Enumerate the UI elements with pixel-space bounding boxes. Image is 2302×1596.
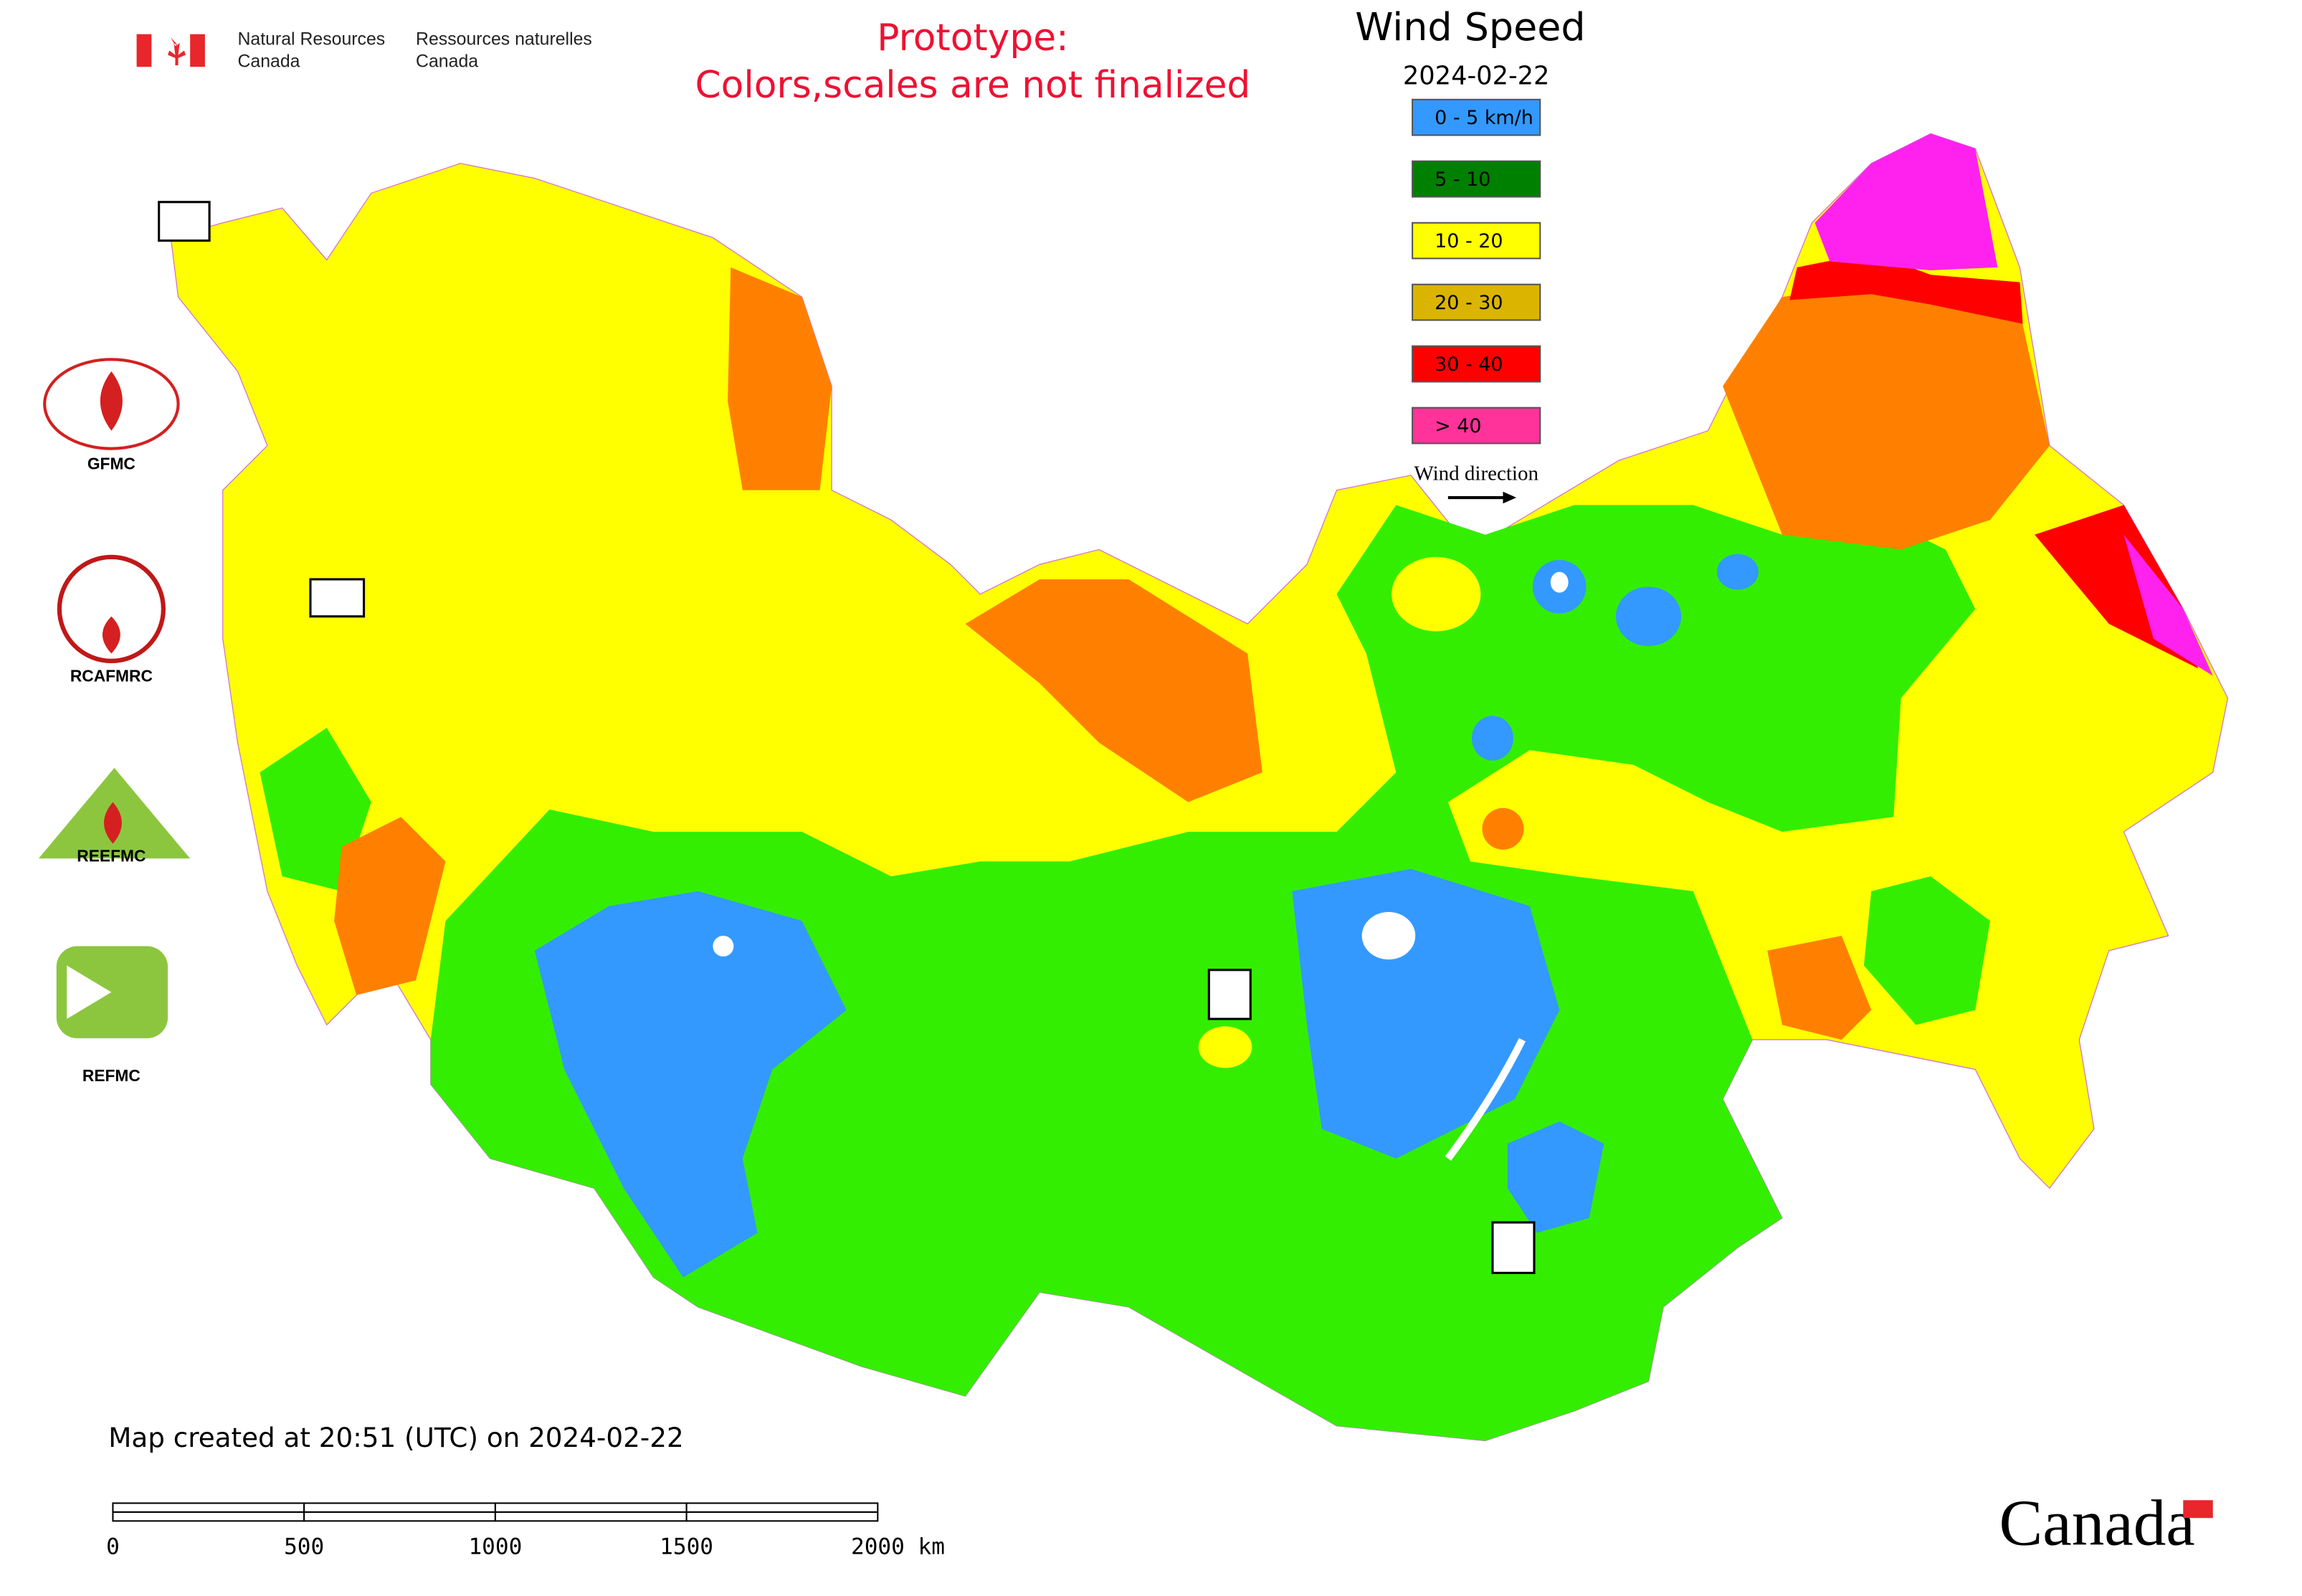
zone-20-30 bbox=[1723, 282, 2050, 550]
lake-baikal bbox=[1445, 1037, 1526, 1161]
zone-0-5 bbox=[1471, 716, 1513, 761]
scale-bar: 0 500 1000 1500 2000 km bbox=[106, 1502, 945, 1560]
legend: 0 - 5 km/h 5 - 10 10 - 20 20 - 30 30 - 40 > 4… bbox=[1412, 98, 1541, 445]
legend-swatch bbox=[1412, 98, 1541, 136]
logos bbox=[38, 358, 191, 1039]
legend-label: 30 - 40 bbox=[1435, 353, 1503, 376]
marker bbox=[158, 201, 211, 242]
gfmc-logo bbox=[100, 371, 123, 431]
marker bbox=[1207, 969, 1252, 1020]
zone-0-5 bbox=[534, 890, 847, 1278]
zone-20-30 bbox=[334, 817, 446, 996]
legend-swatch bbox=[1412, 222, 1541, 260]
notice: Prototype: bbox=[877, 16, 1068, 60]
marker bbox=[309, 578, 366, 618]
agency-en: Canada bbox=[237, 52, 300, 72]
flag-bar bbox=[190, 34, 205, 67]
zone-0-5 bbox=[1615, 586, 1682, 647]
maple-leaf bbox=[168, 37, 186, 66]
scale-label: 2000 km bbox=[851, 1534, 945, 1560]
reefmc-logo bbox=[104, 802, 122, 844]
scale-label: 500 bbox=[284, 1534, 324, 1560]
legend-swatch bbox=[1412, 407, 1541, 445]
zone-20-30 bbox=[1767, 936, 1872, 1040]
scale-label: 1000 bbox=[468, 1534, 522, 1560]
wind-speed-map bbox=[170, 133, 2229, 1442]
centre-markers bbox=[158, 201, 1536, 1274]
zone-5-10 bbox=[1863, 876, 1990, 1025]
refmc-logo bbox=[56, 946, 168, 1039]
zone-20-30 bbox=[965, 579, 1262, 802]
zone-30-40 bbox=[1789, 252, 2023, 324]
legend-swatch bbox=[1412, 160, 1541, 198]
lake bbox=[713, 936, 734, 957]
logo-label: GFMC bbox=[87, 454, 135, 472]
scale-label: 0 bbox=[106, 1534, 120, 1560]
rcafmrc-logo bbox=[57, 554, 166, 664]
notice: Colors,scales are not finalized bbox=[695, 64, 1251, 107]
lake bbox=[1361, 911, 1416, 960]
gfmc-logo bbox=[43, 358, 180, 450]
canada-wordmark: Canada bbox=[1999, 1487, 2194, 1559]
zone-0-5 bbox=[1716, 554, 1759, 590]
marker bbox=[1491, 1221, 1536, 1274]
legend-swatch bbox=[1412, 283, 1541, 321]
zone-20-30 bbox=[1482, 807, 1524, 850]
zone-10-20 bbox=[1392, 556, 1481, 632]
legend-date: 2024-02-22 bbox=[1403, 62, 1550, 91]
logo-label: REEFMC bbox=[77, 846, 146, 865]
refmc-logo bbox=[67, 965, 112, 1020]
created-note: Map created at 20:51 (UTC) on 2024-02-22 bbox=[108, 1422, 683, 1453]
scale-label: 1500 bbox=[660, 1534, 713, 1560]
nrcan-signature: Natural Resources Canada Ressources natu… bbox=[136, 30, 592, 72]
flag-bar bbox=[136, 34, 152, 67]
legend-swatch bbox=[1412, 345, 1541, 383]
legend-label: 10 - 20 bbox=[1435, 230, 1503, 252]
legend-label: 20 - 30 bbox=[1435, 292, 1503, 314]
logo-label: RCAFMRC bbox=[70, 667, 153, 685]
legend-label: > 40 bbox=[1435, 415, 1481, 437]
lake bbox=[1550, 571, 1569, 593]
agency-en: Natural Resources bbox=[237, 30, 385, 49]
agency-fr: Canada bbox=[416, 52, 478, 72]
wordmark-flag bbox=[2183, 1500, 2213, 1519]
legend-label: 0 - 5 km/h bbox=[1435, 107, 1533, 129]
zone-over-40 bbox=[2123, 534, 2213, 676]
zone-0-5 bbox=[1507, 1121, 1604, 1233]
legend-title: Wind Speed bbox=[1355, 4, 1585, 49]
wind-arrow-head bbox=[1503, 491, 1517, 504]
zone-20-30 bbox=[728, 267, 832, 490]
agency-fr: Ressources naturelles bbox=[416, 30, 592, 49]
rcafmrc-logo bbox=[102, 616, 120, 654]
legend-label: 5 - 10 bbox=[1435, 168, 1490, 191]
zone-10-20 bbox=[1198, 1026, 1252, 1068]
wind-direction-label: Wind direction bbox=[1414, 462, 1538, 485]
zone-over-40 bbox=[1815, 133, 1998, 271]
logo-label: REFMC bbox=[82, 1066, 141, 1085]
